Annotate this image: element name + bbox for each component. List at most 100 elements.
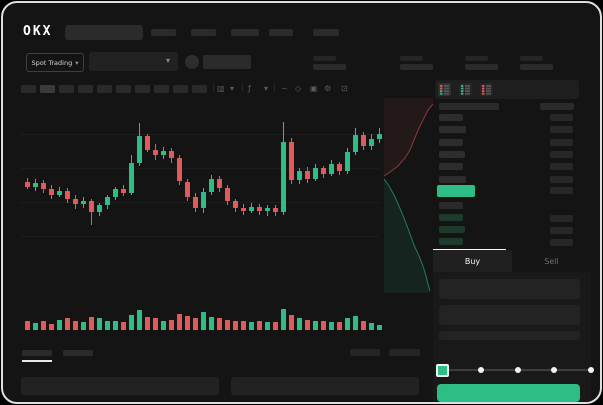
- timeframe-button[interactable]: [59, 85, 74, 93]
- nav-item[interactable]: [269, 29, 293, 36]
- book-asks-icon[interactable]: [480, 83, 493, 96]
- volume-bar: [41, 321, 46, 330]
- candle: [161, 150, 166, 155]
- nav-item[interactable]: [313, 29, 339, 36]
- toolbar-separator: |: [273, 83, 277, 93]
- volume-bar: [121, 322, 126, 330]
- timeframe-button[interactable]: [192, 85, 207, 93]
- chart-tab[interactable]: [63, 350, 93, 356]
- volume-bar: [369, 323, 374, 330]
- volume-bar: [57, 319, 62, 330]
- timeframe-button[interactable]: [40, 85, 55, 93]
- tab-sell[interactable]: Sell: [512, 250, 591, 272]
- volume-bar: [193, 317, 198, 330]
- candle: [249, 206, 254, 211]
- stat-value-placeholder: [313, 64, 346, 70]
- buy-submit-button[interactable]: [437, 384, 580, 402]
- ask-price-placeholder[interactable]: [439, 150, 465, 158]
- bid-price-placeholder[interactable]: [439, 226, 465, 233]
- ask-amount-placeholder: [550, 163, 573, 171]
- nav-item[interactable]: [151, 29, 176, 36]
- candle: [345, 152, 350, 171]
- nav-item[interactable]: [191, 29, 216, 36]
- candle: [49, 189, 54, 195]
- ask-price-placeholder[interactable]: [439, 175, 466, 183]
- volume-bar: [329, 321, 334, 330]
- book-bids-icon[interactable]: [459, 83, 472, 96]
- volume-bar: [81, 322, 86, 330]
- indicators-icon[interactable]: ƒ: [248, 84, 251, 93]
- amount-slider-track[interactable]: [441, 369, 588, 371]
- candle: [369, 138, 374, 146]
- candle-style-icon[interactable]: ▥: [217, 84, 225, 93]
- orderbook-toolbar: [435, 80, 579, 99]
- orderbook-header-placeholder: [540, 103, 574, 110]
- amount-slider-handle[interactable]: [436, 364, 449, 377]
- timeframe-button[interactable]: [21, 85, 36, 93]
- order-input-3[interactable]: [439, 331, 580, 340]
- candle: [57, 190, 62, 195]
- volume-bar: [105, 320, 110, 330]
- fullscreen-icon[interactable]: ⊡: [341, 84, 348, 93]
- chevron-down-icon: ▾: [75, 58, 79, 67]
- slider-tick[interactable]: [477, 367, 484, 373]
- volume-bar: [89, 316, 94, 330]
- stat-label-placeholder: [520, 56, 543, 61]
- search-input[interactable]: [65, 25, 143, 40]
- ask-price-placeholder[interactable]: [439, 126, 466, 134]
- trading-mode-dropdown[interactable]: Spot Trading ▾: [26, 53, 84, 72]
- candle: [105, 197, 110, 206]
- bid-amount-placeholder: [550, 215, 573, 222]
- volume-bar: [177, 313, 182, 330]
- okx-logo[interactable]: OKX: [23, 24, 53, 39]
- timeframe-button[interactable]: [135, 85, 150, 93]
- ask-price-placeholder[interactable]: [439, 114, 463, 121]
- slider-tick[interactable]: [514, 367, 521, 373]
- volume-bar: [129, 314, 134, 330]
- chart-tab[interactable]: [22, 350, 52, 356]
- candle: [265, 208, 270, 211]
- timeframe-button[interactable]: [97, 85, 112, 93]
- volume-bar: [233, 320, 238, 330]
- bid-price-placeholder[interactable]: [439, 238, 463, 245]
- order-input-1[interactable]: [439, 279, 580, 299]
- candle: [153, 149, 158, 155]
- volume-bar: [209, 316, 214, 330]
- timeframe-button[interactable]: [78, 85, 93, 93]
- order-input-2[interactable]: [439, 305, 580, 325]
- volume-bar: [145, 316, 150, 330]
- bid-price-placeholder[interactable]: [439, 214, 463, 221]
- chevron-down-icon[interactable]: ▾: [230, 84, 235, 93]
- ask-price-placeholder[interactable]: [439, 163, 463, 171]
- settings-icon[interactable]: ⚙: [324, 84, 332, 93]
- timeframe-button[interactable]: [154, 85, 169, 93]
- eraser-tool-icon[interactable]: ◇: [295, 84, 302, 93]
- timeframe-button[interactable]: [173, 85, 188, 93]
- volume-bar: [65, 318, 70, 330]
- candle: [321, 168, 326, 174]
- candle: [81, 201, 86, 205]
- camera-icon[interactable]: ▣: [310, 84, 318, 93]
- ask-price-placeholder[interactable]: [439, 138, 463, 146]
- chevron-down-icon[interactable]: ▾: [264, 84, 269, 93]
- bid-price-placeholder[interactable]: [439, 202, 463, 209]
- pair-selector-dropdown[interactable]: ▾: [89, 52, 178, 71]
- volume-bar: [289, 314, 294, 330]
- candle-wick: [267, 205, 268, 217]
- slider-tick[interactable]: [588, 367, 595, 373]
- volume-bar: [185, 315, 190, 330]
- timeframe-button[interactable]: [116, 85, 131, 93]
- nav-item[interactable]: [231, 29, 259, 36]
- volume-bar: [33, 323, 38, 330]
- chart-footer-placeholder: [389, 349, 420, 356]
- book-combined-icon[interactable]: [438, 83, 451, 96]
- slider-tick[interactable]: [551, 367, 558, 373]
- candle: [289, 141, 294, 181]
- line-tool-icon[interactable]: ~: [281, 84, 288, 93]
- tab-buy[interactable]: Buy: [433, 250, 512, 272]
- volume-bar: [273, 322, 278, 330]
- orderbook-last-price[interactable]: [437, 185, 475, 197]
- volume-bar: [345, 317, 350, 330]
- volume-bar: [113, 321, 118, 330]
- volume-bar: [161, 320, 166, 330]
